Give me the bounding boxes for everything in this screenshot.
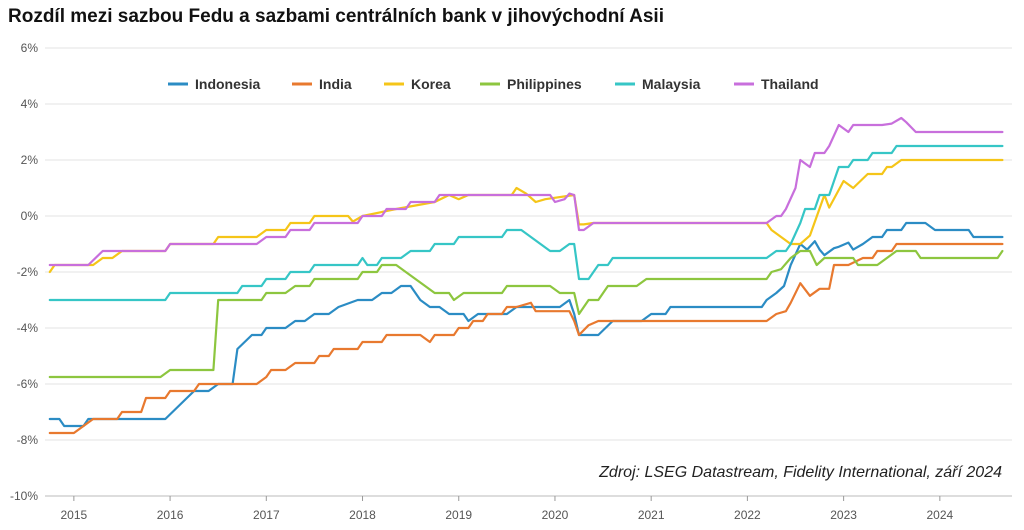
x-tick-label: 2015 bbox=[61, 508, 88, 522]
series-line-philippines bbox=[48, 249, 1004, 379]
y-tick-label: -4% bbox=[17, 321, 39, 335]
y-tick-label: 6% bbox=[21, 41, 39, 55]
y-axis-ticks: 6% 4% 2% 0% -2% -4% -6% -8% -10% bbox=[10, 41, 38, 503]
series-line-thailand bbox=[48, 116, 1004, 267]
y-tick-label: 4% bbox=[21, 97, 39, 111]
legend-label-malaysia: Malaysia bbox=[642, 76, 701, 92]
x-tick-label: 2019 bbox=[445, 508, 472, 522]
x-tick-label: 2021 bbox=[638, 508, 665, 522]
y-tick-label: -2% bbox=[17, 265, 39, 279]
y-tick-label: 2% bbox=[21, 153, 39, 167]
legend-label-india: India bbox=[319, 76, 352, 92]
legend: Indonesia India Korea Philippines Malaysia Th… bbox=[168, 76, 819, 92]
y-tick-label: -8% bbox=[17, 433, 39, 447]
x-tick-label: 2023 bbox=[830, 508, 857, 522]
x-tick-label: 2016 bbox=[157, 508, 184, 522]
grid-lines bbox=[45, 47, 1012, 497]
legend-label-thailand: Thailand bbox=[761, 76, 819, 92]
legend-label-indonesia: Indonesia bbox=[195, 76, 261, 92]
x-tick-label: 2024 bbox=[926, 508, 953, 522]
y-tick-label: 0% bbox=[21, 209, 39, 223]
x-tick-label: 2022 bbox=[734, 508, 761, 522]
legend-label-korea: Korea bbox=[411, 76, 451, 92]
x-tick-label: 2018 bbox=[349, 508, 376, 522]
source-note: Zdroj: LSEG Datastream, Fidelity Interna… bbox=[599, 464, 1002, 481]
chart-title: Rozdíl mezi sazbou Fedu a sazbami centrá… bbox=[8, 6, 664, 27]
x-tick-label: 2017 bbox=[253, 508, 280, 522]
series-line-malaysia bbox=[48, 144, 1004, 302]
y-tick-label: -6% bbox=[17, 377, 39, 391]
series-line-india bbox=[48, 242, 1004, 435]
y-tick-label: -10% bbox=[10, 489, 38, 503]
x-tick-label: 2020 bbox=[542, 508, 569, 522]
series-line-indonesia bbox=[48, 221, 1004, 428]
series-lines bbox=[48, 116, 1004, 435]
legend-label-philippines: Philippines bbox=[507, 76, 582, 92]
x-axis-ticks: 2015 2016 2017 2018 2019 2020 2021 2022 2023 2024 bbox=[61, 496, 954, 522]
